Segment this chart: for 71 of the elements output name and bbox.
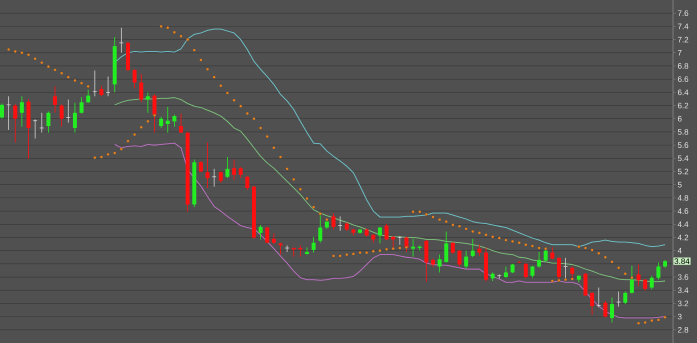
candlestick <box>550 246 554 260</box>
candlestick <box>278 242 282 256</box>
candlestick <box>524 262 528 279</box>
candlestick <box>0 103 4 120</box>
candlestick <box>610 297 614 323</box>
candlestick <box>39 112 44 133</box>
candlestick <box>118 27 124 54</box>
candlestick <box>458 250 462 267</box>
candlestick <box>284 244 290 252</box>
candlestick <box>530 265 534 278</box>
candlestick <box>60 104 64 128</box>
candlestick <box>245 176 250 190</box>
candlestick <box>563 258 568 280</box>
candlestick <box>630 265 634 294</box>
candlestick <box>596 287 602 308</box>
candlestick <box>258 224 263 240</box>
candlestick <box>556 256 561 280</box>
candlestick <box>232 159 236 180</box>
candlestick <box>338 216 343 232</box>
candlestick <box>616 291 622 308</box>
candlestick <box>318 212 322 244</box>
candlestick <box>159 116 164 128</box>
candlestick <box>378 226 382 244</box>
candlestick <box>603 300 608 318</box>
candlestick <box>179 113 184 133</box>
candlestick <box>424 240 428 282</box>
candlestick <box>583 272 588 297</box>
candlestick <box>298 244 302 257</box>
candlestick <box>99 85 104 97</box>
candlestick <box>292 246 296 257</box>
candlestick <box>384 223 389 240</box>
candlestick <box>623 291 628 304</box>
candlestick <box>139 73 144 103</box>
candlestick <box>477 244 482 256</box>
candlestick <box>590 292 594 316</box>
candlestick <box>20 96 24 128</box>
candlestick <box>53 86 58 114</box>
candlestick <box>152 94 156 133</box>
candlestick <box>225 156 230 178</box>
candlestick <box>80 96 84 114</box>
candlestick <box>146 92 150 114</box>
candlestick <box>450 242 455 254</box>
candlestick <box>650 275 654 290</box>
candlestick <box>636 264 641 287</box>
candlestick <box>66 99 71 124</box>
candlestick <box>570 266 574 280</box>
candlestick <box>510 263 515 274</box>
candlestick <box>72 102 77 133</box>
candlestick <box>504 266 508 278</box>
candlestick <box>411 238 416 257</box>
candlestick <box>438 254 442 273</box>
candlestick <box>656 262 660 280</box>
candlestick <box>324 219 329 230</box>
candlestick <box>643 278 648 292</box>
candlestick <box>6 96 12 130</box>
candlestick <box>265 226 270 244</box>
candlestick <box>332 212 336 230</box>
candlestick <box>132 68 137 89</box>
candlestick <box>470 238 475 258</box>
candlestick <box>464 250 468 269</box>
candlestick <box>218 171 223 184</box>
candlestick <box>172 114 176 128</box>
candlestick <box>391 236 396 248</box>
candlestick <box>537 252 542 268</box>
candlestick <box>86 89 90 104</box>
candlestick <box>206 142 210 188</box>
candlestick <box>238 166 243 178</box>
candlestick <box>46 111 50 133</box>
candlestick <box>198 160 203 173</box>
candlestick <box>312 236 316 254</box>
candlestick <box>166 106 170 133</box>
